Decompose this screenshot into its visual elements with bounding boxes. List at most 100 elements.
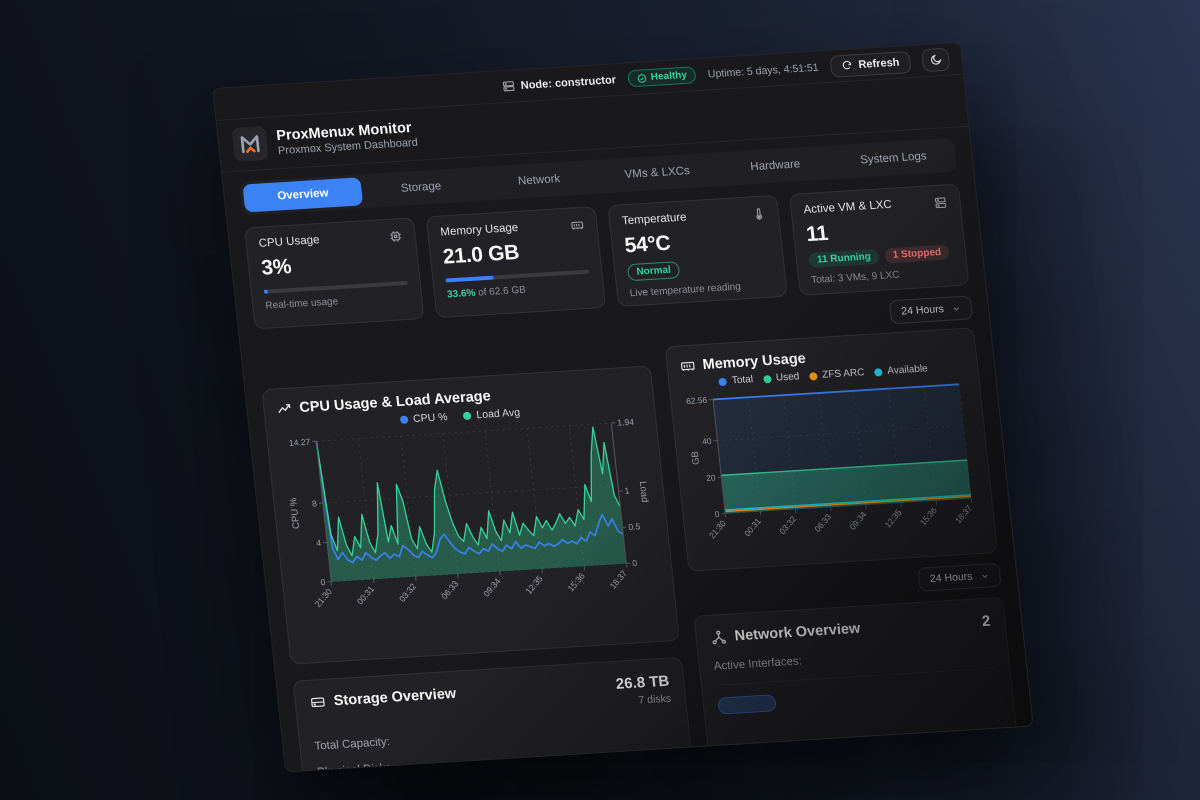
network-divider [715, 667, 996, 686]
stat-card-memory: Memory Usage 21.0 GB 33.6% of 62.6 GB [425, 205, 607, 319]
node-label: Node: constructor [520, 73, 617, 92]
temperature-title: Temperature [621, 211, 688, 228]
vm-running-badge: 11 Running [808, 248, 880, 269]
trending-up-icon [276, 401, 294, 418]
app-logo [231, 125, 269, 162]
cpu-icon [388, 229, 403, 244]
legend-dot-load [463, 411, 472, 421]
tab-hardware[interactable]: Hardware [749, 158, 801, 174]
time-range-value-2: 24 Hours [929, 570, 974, 586]
storage-overview-title: Storage Overview [332, 685, 457, 710]
svg-text:15:36: 15:36 [918, 505, 939, 528]
legend-dot-zfs-arc [808, 371, 818, 381]
svg-text:12:35: 12:35 [883, 507, 904, 530]
active-vm-title: Active VM & LXC [803, 198, 893, 217]
svg-text:21:30: 21:30 [313, 586, 334, 609]
svg-text:18:37: 18:37 [608, 568, 629, 591]
health-badge: Healthy [627, 66, 697, 88]
svg-text:0: 0 [320, 577, 326, 587]
network-overview-card: Network Overview 2 Active Interfaces: [693, 596, 1022, 773]
memory-usage-caption: 33.6% of 62.6 GB [447, 281, 592, 301]
tab-overview[interactable]: Overview [242, 177, 364, 213]
cpu-usage-title: CPU Usage [258, 234, 321, 250]
legend-item-load: Load Avg [463, 407, 521, 422]
tab-storage[interactable]: Storage [400, 180, 442, 195]
svg-text:CPU %: CPU % [288, 497, 302, 529]
refresh-button[interactable]: Refresh [829, 50, 912, 78]
time-range-select-2[interactable]: 24 Hours [917, 562, 1002, 592]
legend-item-cpu: CPU % [399, 411, 448, 426]
hard-drive-icon [309, 694, 327, 711]
right-column: Memory Usage Total Used ZFS ARC Availabl… [664, 327, 1022, 773]
storage-disks-value: 7 disks [637, 692, 672, 707]
memory-chart-card: Memory Usage Total Used ZFS ARC Availabl… [664, 327, 999, 572]
legend-item-total: Total [718, 374, 754, 387]
memory-percent-highlight: 33.6% [446, 287, 476, 301]
legend-dot-cpu [399, 415, 409, 424]
legend-item-used: Used [762, 371, 800, 384]
svg-text:06:33: 06:33 [812, 511, 833, 534]
svg-text:GB: GB [690, 451, 701, 465]
stat-card-vms: Active VM & LXC 11 11 Running 1 Stopped … [788, 183, 970, 296]
health-label: Healthy [650, 69, 688, 83]
memory-chart-title: Memory Usage [701, 350, 807, 374]
svg-text:Load: Load [637, 481, 650, 503]
svg-text:62.56: 62.56 [686, 395, 708, 406]
thermometer-icon [751, 207, 766, 222]
left-column: CPU Usage & Load Average CPU % Load Avg … [259, 347, 698, 773]
svg-text:18:37: 18:37 [953, 503, 974, 526]
stat-card-temperature: Temperature 54°C Normal Live temperature… [607, 194, 788, 308]
memory-chart-icon [679, 358, 697, 375]
storage-total-capacity-value: 26.8 TB [615, 672, 671, 693]
moon-icon [929, 53, 943, 67]
svg-text:0.5: 0.5 [628, 521, 641, 532]
interface-badge [717, 694, 777, 715]
memory-progress-fill [445, 275, 495, 283]
network-active-interfaces-label: Active Interfaces: [713, 655, 803, 673]
memory-progress-track [445, 269, 590, 283]
network-icon [710, 629, 728, 646]
memory-icon [570, 218, 585, 233]
svg-text:15:36: 15:36 [566, 571, 587, 594]
memory-usage-value: 21.0 GB [441, 240, 521, 269]
content-area: Overview Storage Network VMs & LXCs Hard… [222, 127, 1034, 773]
active-vm-value: 11 [805, 221, 830, 247]
svg-text:00:31: 00:31 [742, 516, 763, 539]
uptime-text: Uptime: 5 days, 4:51:51 [707, 61, 820, 80]
cpu-progress-track [263, 280, 408, 294]
svg-text:0: 0 [632, 558, 638, 568]
dashboard-window: Node: constructor Healthy Uptime: 5 days… [212, 41, 1034, 773]
refresh-label: Refresh [857, 56, 901, 71]
refresh-icon [841, 60, 853, 72]
time-range-select[interactable]: 24 Hours [889, 295, 974, 325]
legend-dot-total [718, 377, 728, 386]
tab-network[interactable]: Network [517, 173, 561, 188]
theme-toggle-button[interactable] [921, 47, 951, 73]
svg-text:8: 8 [312, 498, 318, 508]
logo-m-icon [237, 131, 264, 156]
memory-caption-rest: of 62.6 GB [474, 284, 527, 299]
svg-text:14.27: 14.27 [288, 437, 311, 448]
svg-text:03:32: 03:32 [777, 514, 798, 537]
tab-system-logs[interactable]: System Logs [859, 150, 928, 167]
active-vm-caption: Total: 3 VMs, 9 LXC [810, 269, 901, 287]
legend-item-zfs-arc: ZFS ARC [808, 367, 865, 381]
svg-text:21:30: 21:30 [707, 518, 728, 541]
cpu-load-chart: 0 4 8 14.27 0 0.5 1 1.94 21:30 00:31 03:32 06:33 09:… [288, 417, 650, 609]
svg-text:09:34: 09:34 [481, 576, 502, 599]
svg-text:1.94: 1.94 [617, 417, 635, 428]
svg-text:1: 1 [624, 485, 630, 495]
main-grid: CPU Usage & Load Average CPU % Load Avg … [259, 327, 1023, 773]
time-range-value: 24 Hours [900, 303, 945, 318]
svg-text:20: 20 [706, 472, 717, 483]
memory-usage-title: Memory Usage [439, 221, 519, 239]
check-circle-icon [636, 73, 647, 84]
legend-dot-used [762, 374, 772, 383]
tab-vms-lxcs[interactable]: VMs & LXCs [624, 165, 691, 182]
server-stack-icon [933, 195, 948, 210]
cpu-usage-value: 3% [260, 254, 293, 280]
svg-text:03:32: 03:32 [397, 581, 418, 604]
server-icon [501, 79, 515, 93]
